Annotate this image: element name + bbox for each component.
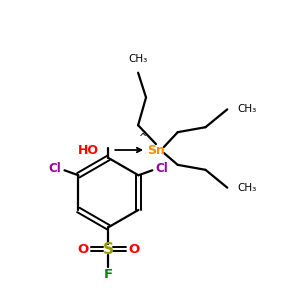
Text: HO: HO — [78, 143, 99, 157]
Text: Cl: Cl — [156, 162, 169, 175]
Text: Sn: Sn — [147, 143, 165, 157]
Text: O: O — [128, 243, 140, 256]
Text: Cl: Cl — [48, 162, 61, 175]
Text: CH₃: CH₃ — [128, 54, 148, 64]
Text: ^: ^ — [139, 133, 147, 143]
Text: CH₃: CH₃ — [237, 104, 256, 114]
Text: F: F — [104, 268, 113, 281]
Text: S: S — [103, 242, 114, 256]
Text: O: O — [77, 243, 88, 256]
Text: CH₃: CH₃ — [237, 183, 256, 193]
